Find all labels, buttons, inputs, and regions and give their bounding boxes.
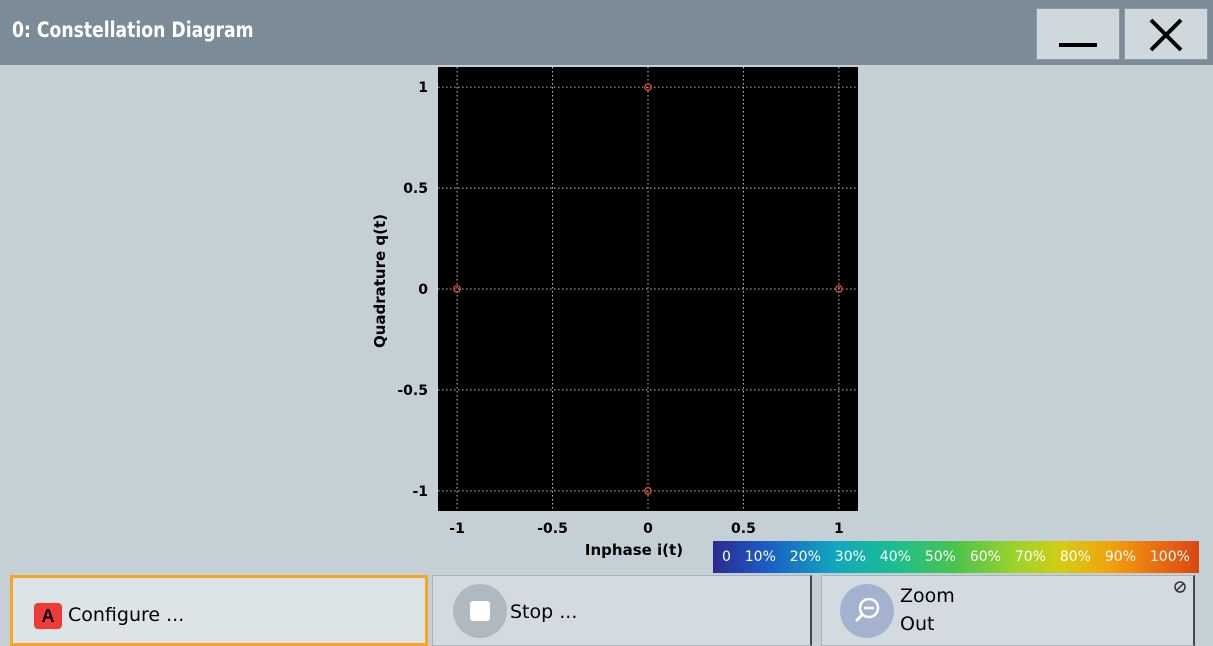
- configure-label: Configure ...: [68, 604, 185, 626]
- y-tick-label: -1: [412, 484, 428, 500]
- y-axis-ticks: 1 0.5 0 -0.5 -1: [397, 80, 428, 500]
- stop-icon: [453, 584, 507, 638]
- color-scale-label: 90%: [1104, 549, 1136, 565]
- close-icon: [1149, 18, 1183, 52]
- color-scale-label: 10%: [744, 549, 776, 565]
- y-tick-label: -0.5: [397, 383, 428, 399]
- title-bar: 0: Constellation Diagram: [0, 0, 1213, 65]
- softkey-bar: A Configure ... Stop ... Zoom Out: [0, 573, 1213, 646]
- constellation-point: [644, 486, 652, 495]
- y-tick-label: 1: [418, 80, 428, 96]
- x-tick-label: -0.5: [537, 521, 568, 537]
- x-tick-label: 1: [834, 521, 844, 537]
- color-scale-label: 60%: [969, 549, 1001, 565]
- window-title: 0: Constellation Diagram: [12, 18, 254, 42]
- color-scale-label: 100%: [1149, 549, 1190, 565]
- x-axis-ticks: -1 -0.5 0 0.5 1: [449, 521, 843, 537]
- zoom-label-line2: Out: [900, 613, 935, 635]
- y-axis-title: Quadrature q(t): [371, 214, 389, 348]
- x-tick-label: 0: [643, 521, 653, 537]
- density-color-scale: 0 10% 20% 30% 40% 50% 60% 70% 80% 90% 100%: [713, 541, 1199, 573]
- x-tick-label: -1: [449, 521, 465, 537]
- zoom-label-line1: Zoom: [900, 585, 955, 607]
- stop-label: Stop ...: [510, 601, 578, 623]
- configure-button[interactable]: A Configure ...: [10, 575, 428, 646]
- color-scale-label: 80%: [1059, 549, 1091, 565]
- y-tick-label: 0: [418, 282, 428, 298]
- no-entry-icon: [1174, 581, 1186, 593]
- constellation-view: -1 -0.5 0 0.5 1 1 0.5 0 -0.5 -1 Inphase i(t) Qua…: [10, 65, 1203, 573]
- close-button[interactable]: [1124, 8, 1208, 60]
- color-scale-label: 70%: [1014, 549, 1046, 565]
- y-tick-label: 0.5: [403, 181, 428, 197]
- color-scale-label: 40%: [879, 549, 911, 565]
- zoom-out-icon: [840, 584, 894, 638]
- constellation-point: [453, 285, 461, 293]
- minimize-button[interactable]: [1036, 8, 1120, 60]
- color-scale-label: 50%: [924, 549, 956, 565]
- color-scale-label: 20%: [789, 549, 821, 565]
- configure-badge: A: [34, 603, 62, 629]
- x-axis-title: Inphase i(t): [585, 541, 683, 559]
- minimize-icon: [1059, 43, 1097, 47]
- stop-square: [470, 601, 490, 621]
- plot-area: [438, 67, 858, 511]
- constellation-point: [835, 285, 843, 293]
- constellation-point: [644, 83, 652, 92]
- constellation-chart[interactable]: -1 -0.5 0 0.5 1 10.50-0.5-1 Inphase i(t) Qua…: [10, 65, 1203, 573]
- constellation-points: [453, 83, 843, 495]
- stop-button[interactable]: Stop ...: [432, 575, 812, 646]
- x-tick-label: 0.5: [731, 521, 756, 537]
- color-scale-label: 0: [721, 549, 731, 565]
- zoom-out-button[interactable]: Zoom Out: [821, 575, 1195, 646]
- color-scale-label: 30%: [834, 549, 866, 565]
